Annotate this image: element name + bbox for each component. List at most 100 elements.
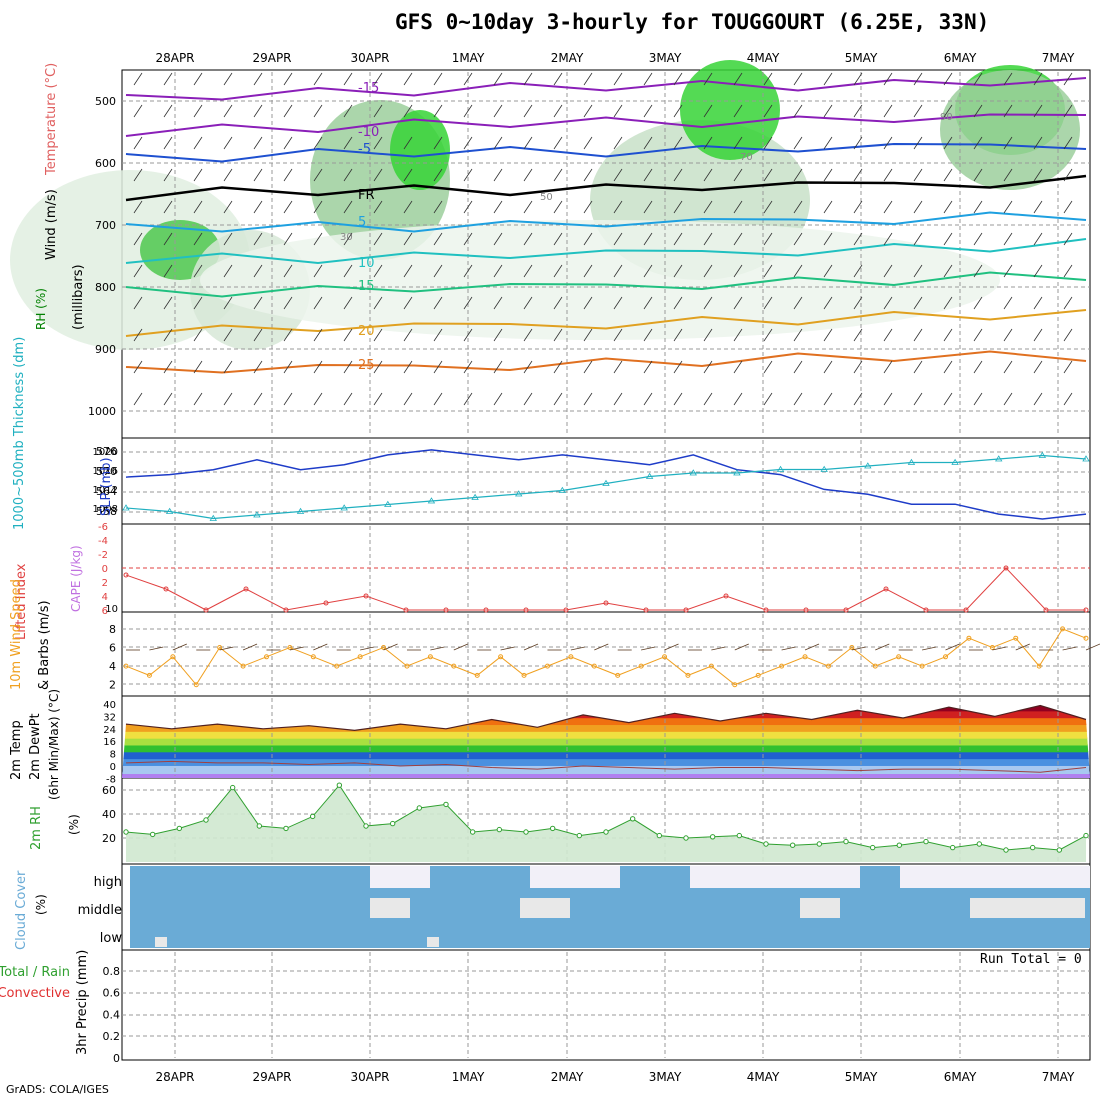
wind-barb <box>583 392 593 406</box>
wind-barb <box>763 264 773 278</box>
wind-barb <box>242 643 258 651</box>
credit: GrADS: COLA/IGES <box>6 1083 109 1096</box>
wind-barb <box>823 392 833 406</box>
wind-barb <box>493 328 503 342</box>
wind-barb <box>193 296 203 310</box>
wind-barb <box>223 360 233 374</box>
cape-tick: 10 <box>105 604 118 615</box>
wind-tick: 2 <box>109 679 116 692</box>
wind-barb <box>453 643 468 651</box>
temp-band <box>122 757 1090 766</box>
wind-barb <box>1003 200 1013 214</box>
rh-shading <box>940 70 1080 190</box>
wind-barb <box>433 264 443 278</box>
wind-barb <box>403 136 413 150</box>
wind-barb <box>913 104 923 118</box>
date-label-bottom: 1MAY <box>452 1070 485 1084</box>
cloud-clear-low <box>427 937 439 947</box>
wind-barb <box>253 200 263 214</box>
thickness-marker <box>122 504 130 511</box>
wind-barb <box>643 360 653 374</box>
thickness-marker <box>602 479 610 486</box>
wind-speed-marker <box>381 645 387 650</box>
wind-barb <box>133 200 143 214</box>
thickness-marker <box>733 469 741 476</box>
precip-tick: 0.2 <box>103 1030 121 1043</box>
wind-barb <box>253 232 263 246</box>
temp-tick: 32 <box>103 712 116 723</box>
wind-barb <box>343 72 353 86</box>
wind-barb <box>1063 72 1073 86</box>
thickness-marker <box>776 465 785 472</box>
li-marker <box>243 586 249 592</box>
wind-barb <box>943 264 953 278</box>
wind-barb <box>883 104 893 118</box>
ylabel-wind: Wind (m/s) <box>44 189 59 260</box>
wind-barb <box>463 168 473 182</box>
rh-marker <box>869 844 876 851</box>
thickness-marker <box>471 493 479 500</box>
wind-barb <box>793 200 803 214</box>
wind-barb <box>373 136 383 150</box>
wind-barb <box>793 136 803 150</box>
precip-tick: 0 <box>113 1052 120 1065</box>
temp-band <box>122 717 1090 726</box>
wind-barb <box>853 360 863 374</box>
rh-marker <box>203 817 209 823</box>
wind-barb <box>133 104 143 118</box>
wind-barb <box>973 72 983 86</box>
wind-barb <box>283 104 293 118</box>
wind-barb <box>493 136 503 150</box>
cloud-clear-high <box>900 866 1090 888</box>
wind-speed-marker <box>662 654 668 660</box>
li-marker <box>1083 607 1089 613</box>
wind-barb <box>163 328 173 342</box>
wind-barb <box>283 392 293 406</box>
wind-barb <box>283 296 293 310</box>
wind-barb <box>463 232 473 246</box>
precip-tick: 0.8 <box>103 965 121 978</box>
wind-speed-marker <box>615 672 621 678</box>
wind-barb <box>673 168 683 182</box>
wind-barb <box>223 200 233 214</box>
temp-band <box>122 730 1090 739</box>
wind-barb <box>913 200 923 214</box>
wind-barb <box>253 392 263 406</box>
li-marker <box>923 607 929 613</box>
wind-barb <box>883 264 893 278</box>
wind-barb <box>403 104 413 118</box>
temp-band <box>122 744 1090 753</box>
cloud-clear-high <box>530 866 620 888</box>
wind-barb <box>193 136 203 150</box>
wind-barb <box>913 72 923 86</box>
wind-barb <box>523 264 533 278</box>
rh-tick: 40 <box>102 808 116 821</box>
wind-barb <box>643 136 653 150</box>
thickness-tick: 558 <box>96 505 117 518</box>
rh-marker <box>789 842 796 848</box>
thickness-marker <box>209 514 217 521</box>
wind-barb <box>763 136 773 150</box>
rh-shading <box>680 60 780 160</box>
date-label-bottom: 29APR <box>252 1070 291 1084</box>
temp-line <box>125 704 1087 732</box>
wind-barb <box>643 296 653 310</box>
wind-barb <box>373 168 383 182</box>
wind-barb <box>523 136 533 150</box>
wind-barb <box>523 200 533 214</box>
wind-barb <box>673 104 683 118</box>
wind-barb <box>253 168 263 182</box>
isotherm--5 <box>125 142 1087 163</box>
rh-shading <box>200 220 1000 340</box>
wind-barb <box>703 392 713 406</box>
date-label-bottom: 7MAY <box>1042 1070 1075 1084</box>
wind-barb <box>613 136 623 150</box>
wind-barb <box>283 72 293 86</box>
slp-tick: 1016 <box>93 466 118 477</box>
wind-barb <box>673 200 683 214</box>
wind-barb <box>523 643 539 651</box>
li-tick: -6 <box>98 522 108 533</box>
rh-marker <box>123 829 129 835</box>
wind-barb <box>793 168 803 182</box>
